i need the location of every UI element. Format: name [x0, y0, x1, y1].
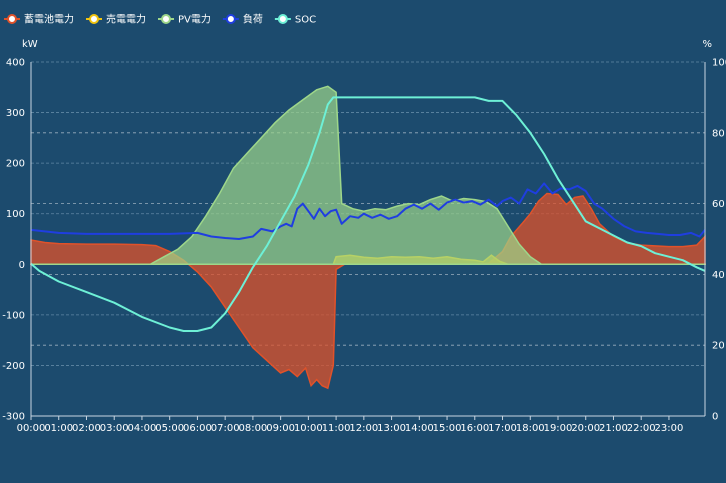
- x-tick-label: 09:00: [266, 423, 295, 434]
- line-layer: [30, 96, 706, 332]
- x-tick-label: 11:00: [322, 423, 351, 434]
- x-tick-label: 03:00: [100, 423, 129, 434]
- x-tick-label: 13:00: [377, 423, 406, 434]
- x-tick-label: 12:00: [349, 423, 378, 434]
- legend-label: PV電力: [178, 13, 211, 26]
- y-right-tick-label: 0: [712, 412, 718, 423]
- y-left-tick-label: -300: [2, 412, 25, 423]
- y-left-tick-label: 300: [6, 108, 25, 119]
- legend-swatch-marker: [225, 14, 236, 24]
- x-tick-label: 10:00: [294, 423, 323, 434]
- x-tick-label: 18:00: [516, 423, 545, 434]
- y-right-tick-label: 60: [712, 199, 725, 210]
- legend-swatch-marker: [277, 14, 288, 24]
- legend-swatch-marker: [7, 14, 17, 24]
- x-tick-label: 00:00: [17, 423, 46, 434]
- x-tick-label: 01:00: [44, 423, 73, 434]
- x-tick-label: 23:00: [655, 423, 684, 434]
- x-tick-label: 16:00: [460, 423, 489, 434]
- y-right-unit: %: [702, 39, 712, 50]
- x-tick-label: 06:00: [183, 423, 212, 434]
- legend-label: 負荷: [243, 14, 263, 26]
- y-right-tick-label: 20: [712, 341, 725, 352]
- x-tick-label: 15:00: [433, 423, 462, 434]
- y-left-tick-label: 0: [19, 260, 25, 271]
- y-right-tick-label: 40: [712, 270, 725, 281]
- x-tick-label: 02:00: [72, 423, 101, 434]
- legend-swatch-marker: [161, 14, 171, 24]
- x-tick-label: 19:00: [544, 423, 573, 434]
- x-tick-label: 21:00: [599, 423, 628, 434]
- y-left-tick-label: -200: [2, 361, 25, 372]
- x-tick-label: 14:00: [405, 423, 434, 434]
- y-left-tick-label: 400: [6, 58, 25, 69]
- x-tick-label: 22:00: [627, 423, 656, 434]
- series-line-3: [30, 182, 706, 240]
- legend-label: 蓄電池電力: [24, 13, 74, 26]
- x-tick-label: 17:00: [488, 423, 517, 434]
- y-right-tick-label: 80: [712, 128, 725, 139]
- legend-label: SOC: [295, 15, 316, 26]
- series-line-4: [30, 96, 706, 332]
- x-tick-label: 04:00: [128, 423, 157, 434]
- y-left-tick-label: -100: [2, 310, 25, 321]
- y-left-unit: kW: [22, 39, 38, 50]
- series-area-2: [30, 85, 706, 266]
- x-tick-label: 05:00: [155, 423, 184, 434]
- x-tick-label: 07:00: [211, 423, 240, 434]
- x-tick-label: 20:00: [571, 423, 600, 434]
- axis-layer: 4003002001000-100-200-30010080604020000:…: [2, 39, 726, 434]
- legend-label: 売電電力: [106, 13, 146, 26]
- y-left-tick-label: 100: [6, 209, 25, 220]
- legend: 蓄電池電力 売電電力 PV電力 負荷 SOC: [4, 13, 316, 26]
- x-tick-label: 08:00: [238, 423, 267, 434]
- area-layer: [30, 85, 706, 390]
- y-left-tick-label: 200: [6, 159, 25, 170]
- legend-swatch-marker: [89, 14, 99, 24]
- y-right-tick-label: 100: [712, 58, 726, 69]
